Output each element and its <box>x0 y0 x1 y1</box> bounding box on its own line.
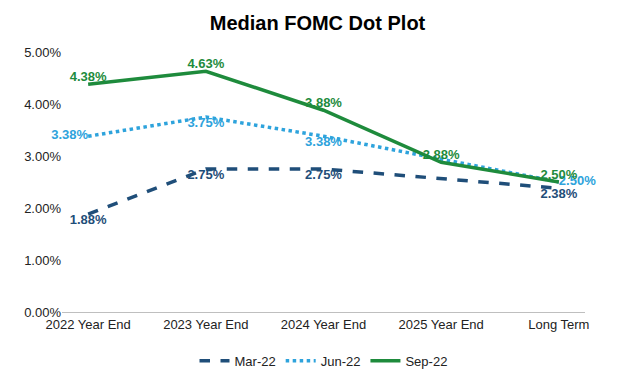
svg-text:2.38%: 2.38% <box>540 186 577 201</box>
svg-text:0.00%: 0.00% <box>24 305 61 320</box>
svg-text:3.00%: 3.00% <box>24 149 61 164</box>
svg-text:1.88%: 1.88% <box>70 212 107 227</box>
svg-text:4.63%: 4.63% <box>187 56 224 71</box>
svg-text:2.75%: 2.75% <box>187 167 224 182</box>
svg-text:2.75%: 2.75% <box>305 167 342 182</box>
svg-text:Jun-22: Jun-22 <box>321 354 361 369</box>
svg-text:Mar-22: Mar-22 <box>235 354 276 369</box>
svg-text:4.38%: 4.38% <box>70 69 107 84</box>
svg-text:2022 Year End: 2022 Year End <box>45 317 130 332</box>
svg-text:Sep-22: Sep-22 <box>405 354 447 369</box>
svg-text:2023 Year End: 2023 Year End <box>163 317 248 332</box>
svg-text:5.00%: 5.00% <box>24 45 61 60</box>
svg-text:3.38%: 3.38% <box>51 127 88 142</box>
svg-text:Long Term: Long Term <box>528 317 589 332</box>
svg-text:2024 Year End: 2024 Year End <box>281 317 366 332</box>
svg-text:3.88%: 3.88% <box>305 95 342 110</box>
svg-text:3.38%: 3.38% <box>305 134 342 149</box>
svg-text:2.50%: 2.50% <box>540 167 577 182</box>
svg-text:2.88%: 2.88% <box>423 147 460 162</box>
svg-text:2.00%: 2.00% <box>24 201 61 216</box>
svg-text:2.50%: 2.50% <box>559 173 596 188</box>
svg-text:3.75%: 3.75% <box>187 115 224 130</box>
svg-text:1.00%: 1.00% <box>24 253 61 268</box>
svg-text:2025 Year End: 2025 Year End <box>399 317 484 332</box>
svg-text:4.00%: 4.00% <box>24 97 61 112</box>
svg-text:Median FOMC Dot Plot: Median FOMC Dot Plot <box>210 12 426 34</box>
